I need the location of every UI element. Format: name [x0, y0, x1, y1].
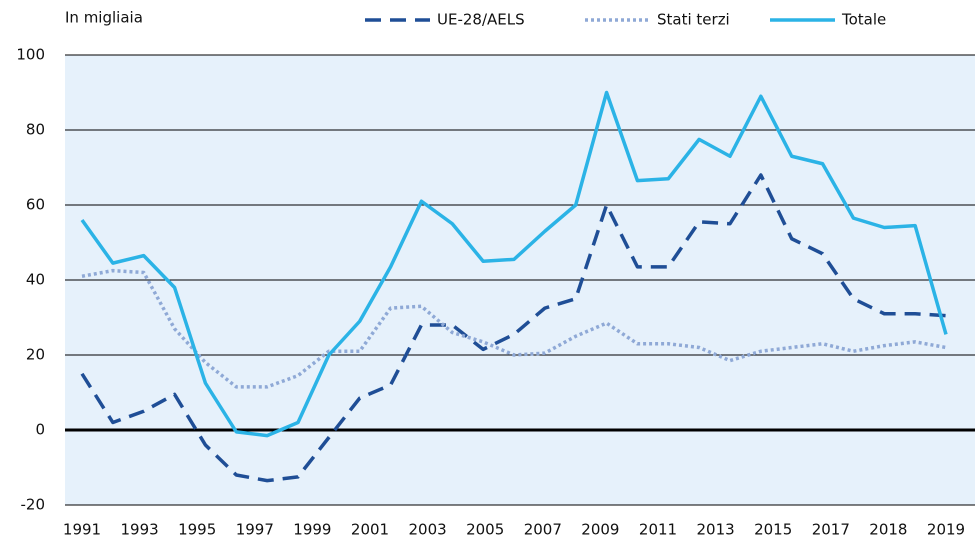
x-tick-label: 2009: [581, 521, 619, 539]
y-tick-label: 80: [26, 121, 45, 139]
x-tick-label: 2011: [639, 521, 677, 539]
x-tick-label: 1991: [63, 521, 101, 539]
legend-label: Totale: [841, 11, 886, 29]
y-tick-label: 20: [26, 346, 45, 364]
series-line: [80, 90, 948, 438]
x-tick-label: 2007: [524, 521, 562, 539]
y-tick-label: 100: [16, 46, 45, 64]
x-tick-label: 2013: [697, 521, 735, 539]
y-tick-label: 0: [35, 421, 45, 439]
y-axis-label: In migliaia: [65, 9, 143, 27]
x-tick-label: 1995: [178, 521, 216, 539]
y-tick-label: 40: [26, 271, 45, 289]
y-tick-label: 60: [26, 196, 45, 214]
x-tick-label: 2015: [754, 521, 792, 539]
legend-label: UE-28/AELS: [437, 11, 525, 29]
x-tick-label: 1999: [293, 521, 331, 539]
legend-label: Stati terzi: [657, 11, 730, 29]
series-line: [80, 173, 947, 483]
x-tick-label: 2018: [869, 521, 907, 539]
x-tick-label: 2001: [351, 521, 389, 539]
x-tick-label: 1997: [236, 521, 274, 539]
series-line: [81, 268, 947, 389]
y-tick-label: -20: [21, 496, 46, 514]
x-tick-label: 2017: [812, 521, 850, 539]
x-tick-label: 1993: [121, 521, 159, 539]
x-tick-label: 2003: [409, 521, 447, 539]
x-tick-label: 2019: [927, 521, 965, 539]
x-tick-label: 2005: [466, 521, 504, 539]
